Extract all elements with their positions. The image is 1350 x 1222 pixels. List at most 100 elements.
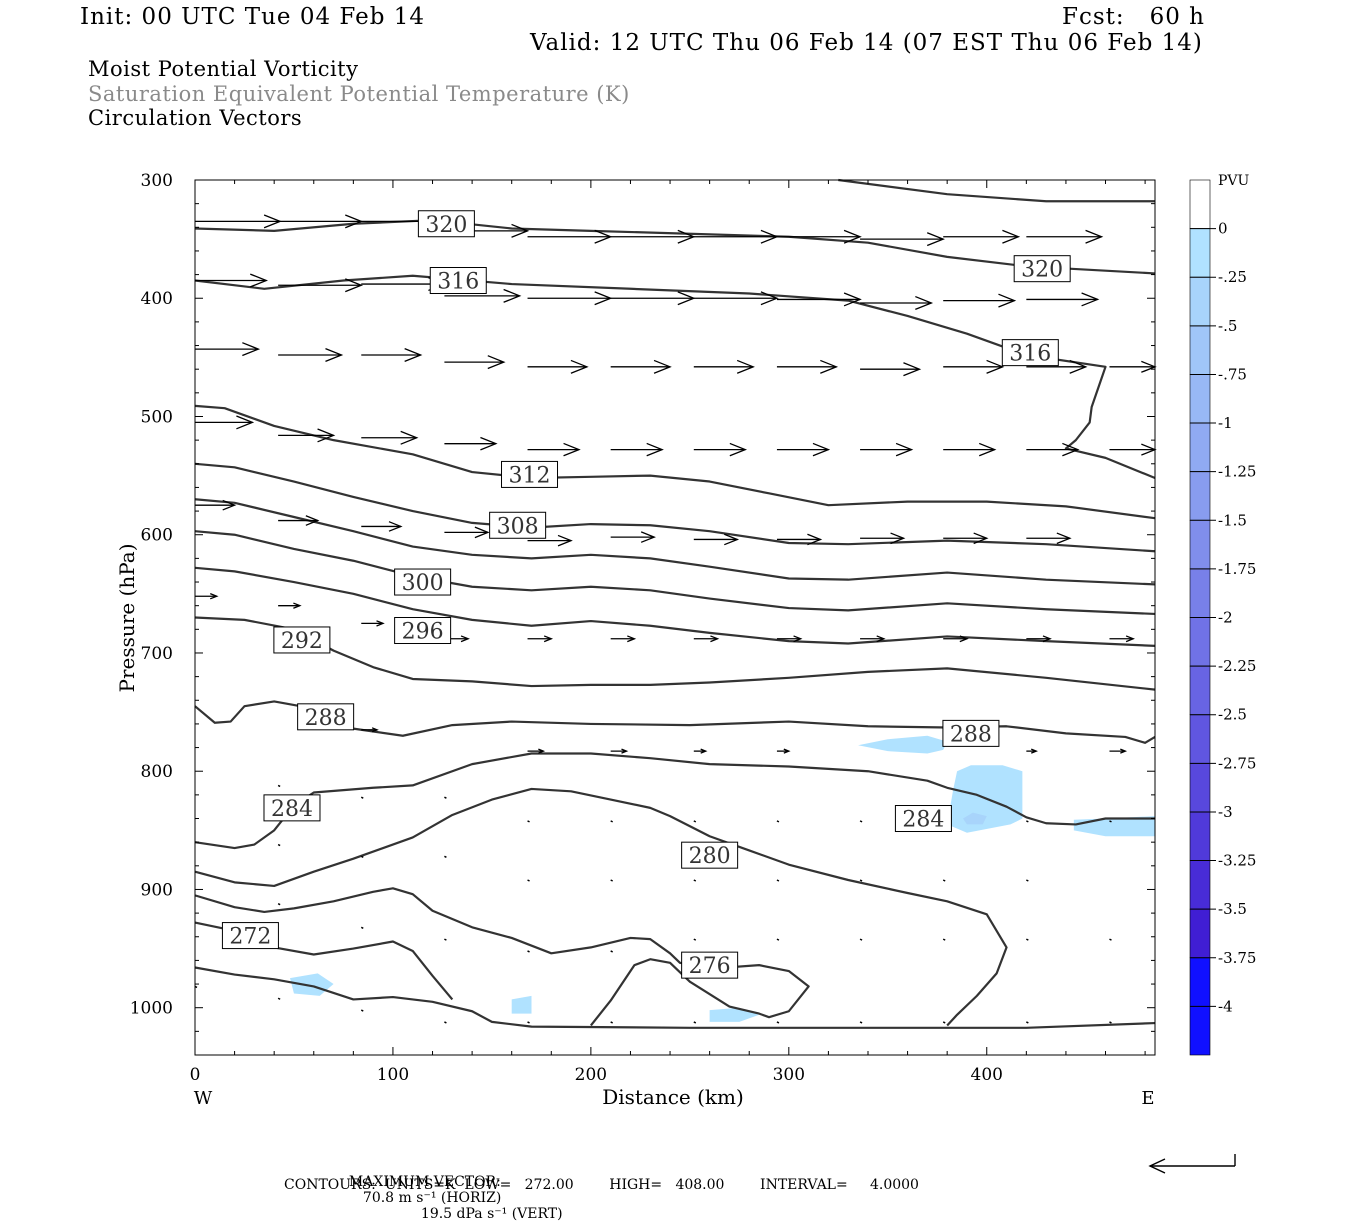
contour-label: 288 [942, 719, 1000, 747]
vector-dot [360, 855, 364, 859]
vector-dot [776, 938, 780, 941]
vector-head [1042, 635, 1052, 643]
pv-region [963, 812, 987, 825]
vector-head [807, 533, 823, 546]
vector-dot [444, 938, 447, 941]
vector-head [222, 499, 237, 511]
colorbar-segment [1189, 665, 1211, 716]
colorbar-segment [1189, 860, 1211, 910]
x-tick-label: 200 [575, 1065, 607, 1085]
vector-head [487, 355, 506, 370]
contour-label: 300 [394, 568, 452, 596]
vector-head [915, 295, 934, 310]
colorbar-segment [1189, 228, 1211, 278]
x-tick-label: 100 [377, 1065, 409, 1085]
vector-dot [942, 879, 946, 882]
contour-label-box [394, 617, 452, 645]
circulation-vector [527, 442, 581, 457]
vector-head [1056, 532, 1072, 545]
contour-label: 288 [297, 703, 355, 731]
contour-label-box [501, 460, 559, 488]
contour-line-300 [194, 530, 1156, 616]
vector-dot [1026, 1021, 1029, 1024]
vector-dot [527, 820, 530, 823]
circulation-vector [1109, 635, 1135, 643]
circulation-vector [1109, 443, 1157, 456]
contour-label: 320 [1013, 255, 1071, 283]
vector-head [653, 359, 672, 374]
title-vectors: Circulation Vectors [88, 106, 303, 130]
contour-line-304 [194, 498, 1156, 586]
vector-dot [277, 843, 281, 847]
vector-dot [360, 926, 364, 929]
circulation-vector [610, 635, 637, 643]
vector-head [1081, 292, 1100, 307]
circulation-vector [610, 748, 629, 754]
contour-label-text: 276 [689, 954, 731, 979]
circulation-vector [776, 359, 839, 374]
contour-label: 316 [429, 267, 487, 295]
vector-head [760, 291, 779, 306]
contour-line-308 [194, 462, 1156, 553]
vector-head [646, 442, 664, 457]
colorbar-label: -1.5 [1218, 511, 1247, 529]
vector-dot [444, 855, 447, 859]
circulation-vector [527, 229, 613, 244]
vector-dot [1026, 938, 1029, 941]
y-tick-label: 300 [141, 171, 173, 191]
circulation-vector [527, 635, 554, 643]
contour-label: 280 [681, 841, 739, 869]
circulation-vector [943, 635, 969, 643]
circulation-vector [1026, 748, 1038, 754]
circulation-vector [693, 359, 755, 374]
vector-dot [1109, 820, 1112, 823]
circulation-vector [361, 727, 379, 733]
vector-head [1069, 359, 1088, 374]
circulation-vector [693, 442, 748, 457]
contour-label-text: 284 [902, 808, 944, 833]
contour-label-box [417, 210, 475, 238]
circulation-vector [444, 526, 490, 539]
vector-head [1085, 229, 1104, 244]
vector-head [926, 232, 945, 247]
colorbar-segment [1189, 276, 1211, 327]
vector-dot [360, 1009, 364, 1012]
vector-head [511, 223, 530, 238]
vector-dot [776, 1021, 780, 1024]
footer-contours-info: CONTOURS: UNITS=K LOW= 272.00 HIGH= 408.… [284, 1177, 919, 1193]
circulation-vector [776, 748, 791, 754]
colorbar-label: -2.5 [1218, 706, 1247, 724]
contour-label-text: 308 [497, 514, 539, 539]
valid-time: Valid: 12 UTC Thu 06 Feb 14 (07 EST Thu … [530, 30, 1203, 56]
circulation-vector [195, 214, 282, 229]
colorbar-segment [1189, 617, 1211, 667]
colorbar-segment [1189, 519, 1211, 570]
vector-head [903, 362, 922, 377]
vector-dot [859, 820, 863, 823]
vector-dot [942, 938, 946, 941]
contour-label-box [1001, 339, 1059, 367]
vector-dot [444, 1021, 447, 1024]
circulation-vector [361, 620, 385, 627]
contour-line-312 [194, 404, 1156, 520]
vector-head [986, 359, 1005, 374]
vector-dot [277, 902, 281, 906]
y-tick-label: 1000 [130, 999, 173, 1019]
vector-dot [527, 950, 530, 953]
colorbar-label: -2.75 [1218, 754, 1256, 772]
contour-label-text: 312 [509, 463, 551, 488]
contour-line-280 [194, 787, 1008, 1027]
circulation-vector [610, 291, 696, 306]
pv-region [290, 973, 334, 996]
vector-head [890, 532, 906, 545]
colorbar-label: -.25 [1218, 268, 1247, 286]
y-tick-label: 700 [141, 644, 173, 664]
vector-head [305, 515, 320, 526]
contour-label: 284 [894, 805, 952, 833]
circulation-vector [527, 359, 589, 374]
circulation-vector [860, 232, 945, 247]
vector-head [209, 592, 219, 600]
vector-head [480, 436, 498, 451]
circulation-vector [610, 442, 664, 457]
vector-head [843, 292, 862, 307]
